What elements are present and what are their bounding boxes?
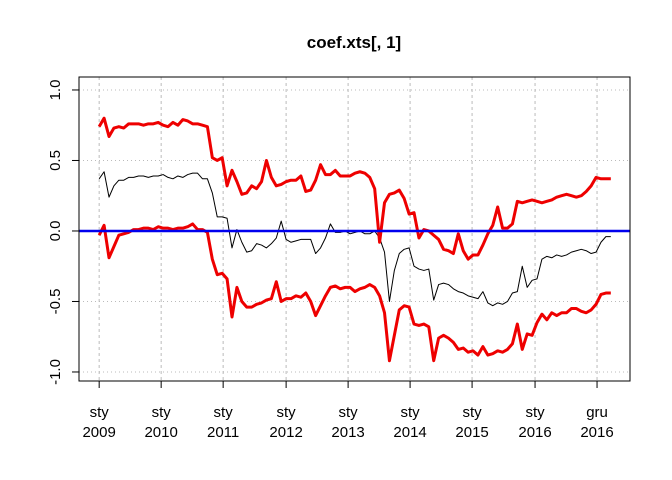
x-tick-label: sty bbox=[401, 404, 421, 421]
x-tick-label: 2010 bbox=[144, 424, 177, 441]
y-tick-label: -1.0 bbox=[47, 359, 64, 385]
x-tick-label: 2011 bbox=[207, 424, 239, 441]
x-tick-label: 2012 bbox=[269, 424, 302, 441]
x-tick-label: gru bbox=[586, 404, 608, 421]
x-tick-label: sty bbox=[525, 404, 545, 421]
x-tick-label: sty bbox=[339, 404, 359, 421]
y-tick-label: -0.5 bbox=[47, 289, 64, 315]
x-tick-label: 2009 bbox=[82, 424, 115, 441]
x-tick-label: sty bbox=[152, 404, 172, 421]
x-tick-label: 2016 bbox=[580, 424, 613, 441]
series-line bbox=[97, 222, 611, 363]
x-tick-label: sty bbox=[214, 404, 234, 421]
y-tick-label: 0.0 bbox=[47, 221, 64, 242]
x-tick-label: 2016 bbox=[518, 424, 551, 441]
x-tick-label: 2014 bbox=[393, 424, 426, 441]
x-tick-label: 2015 bbox=[455, 424, 488, 441]
chart-title: coef.xts[, 1] bbox=[307, 33, 401, 52]
plot-box bbox=[78, 76, 631, 382]
series-line bbox=[97, 116, 611, 261]
x-tick-label: sty bbox=[277, 404, 297, 421]
x-tick-label: 2013 bbox=[331, 424, 364, 441]
y-tick-label: 0.5 bbox=[47, 150, 64, 171]
series-line bbox=[98, 171, 611, 307]
x-tick-label: sty bbox=[462, 404, 482, 421]
x-tick-label: sty bbox=[90, 404, 110, 421]
y-tick-label: 1.0 bbox=[47, 80, 64, 101]
